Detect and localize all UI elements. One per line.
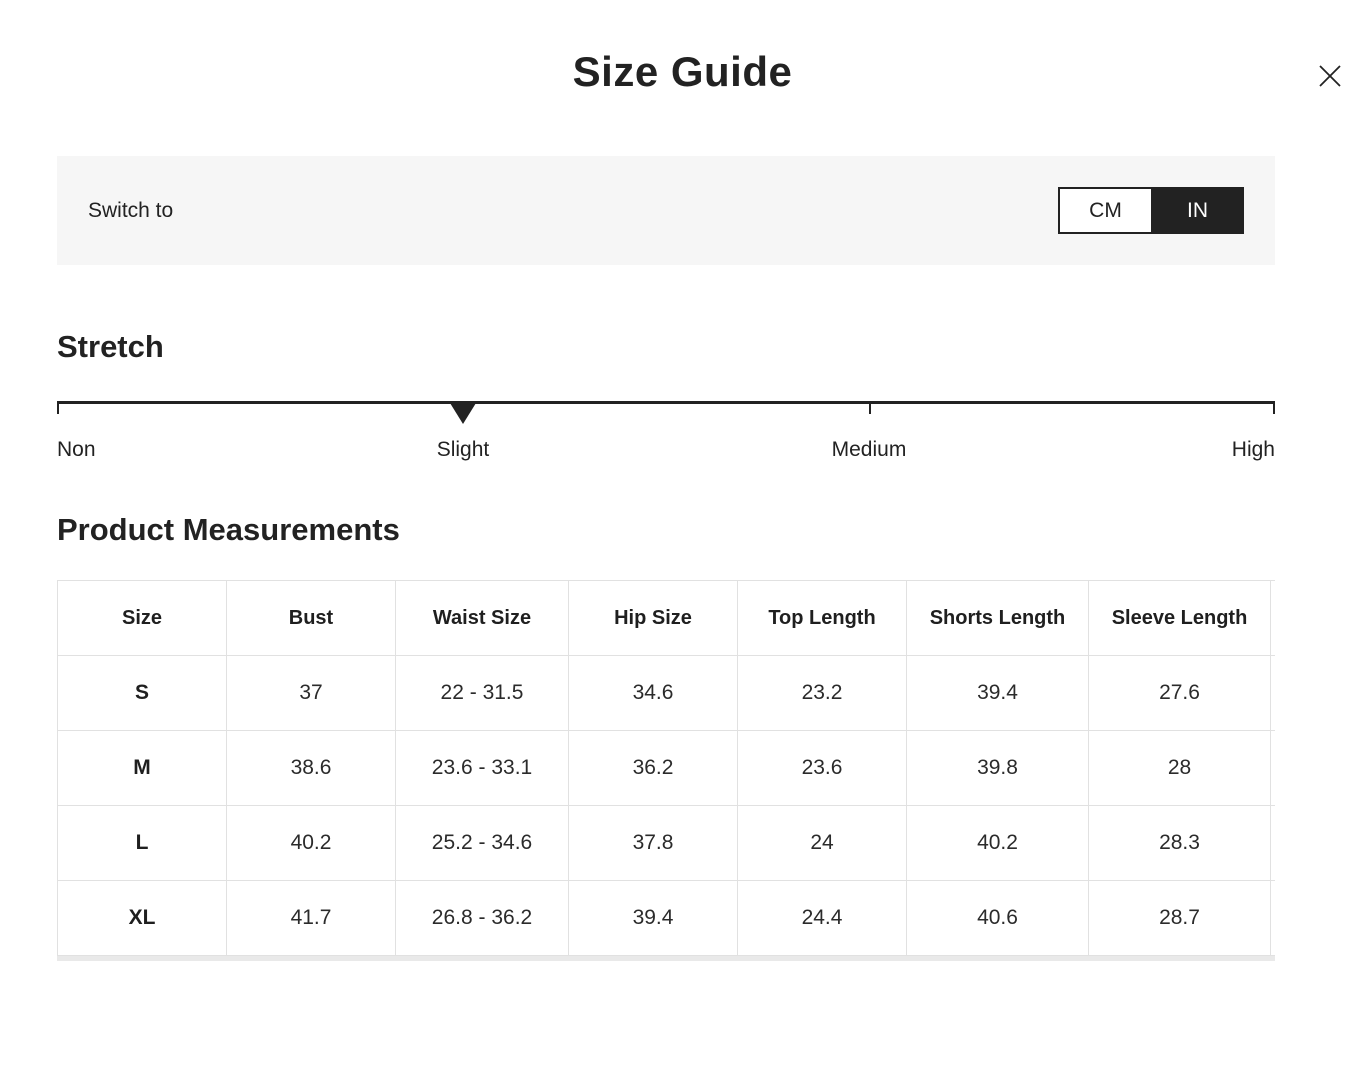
close-button[interactable] [1314,60,1346,92]
tick-non [57,401,59,414]
cell-clipped [1270,880,1275,956]
table-row-s: S 37 22 - 31.5 34.6 23.2 39.4 27.6 [57,655,1275,731]
cell-waist: 22 - 31.5 [395,655,569,731]
measurements-table: Size Bust Waist Size Hip Size Top Length… [57,580,1275,956]
col-header-sleeve-length: Sleeve Length [1088,580,1271,656]
cell-waist: 26.8 - 36.2 [395,880,569,956]
cell-top-length: 24.4 [737,880,907,956]
col-header-top-length: Top Length [737,580,907,656]
cell-shorts-length: 40.6 [906,880,1089,956]
tick-high [1273,401,1275,414]
cell-hip: 39.4 [568,880,738,956]
col-header-bust: Bust [226,580,396,656]
size-guide-modal: Size Guide Switch to CM IN Stretch Non S… [0,48,1365,961]
cell-bust: 41.7 [226,880,396,956]
cell-size: S [57,655,227,731]
table-row-m: M 38.6 23.6 - 33.1 36.2 23.6 39.8 28 [57,730,1275,806]
cm-button[interactable]: CM [1058,187,1153,234]
cell-size: L [57,805,227,881]
cell-top-length: 24 [737,805,907,881]
unit-toggle: CM IN [1058,187,1244,234]
tick-medium [868,401,871,414]
cell-shorts-length: 39.4 [906,655,1089,731]
table-header-row: Size Bust Waist Size Hip Size Top Length… [57,580,1275,656]
cell-sleeve-length: 28.3 [1088,805,1271,881]
table-horizontal-scrollbar[interactable] [57,956,1275,961]
table-row-l: L 40.2 25.2 - 34.6 37.8 24 40.2 28.3 [57,805,1275,881]
close-icon [1319,65,1341,87]
stretch-indicator-triangle-icon [449,403,476,424]
stretch-track [57,401,1275,404]
measurements-table-container: Size Bust Waist Size Hip Size Top Length… [57,580,1275,961]
table-row-xl: XL 41.7 26.8 - 36.2 39.4 24.4 40.6 28.7 [57,880,1275,956]
switch-to-label: Switch to [88,198,174,222]
stretch-level-non: Non [57,438,96,461]
cell-top-length: 23.6 [737,730,907,806]
cell-clipped [1270,805,1275,881]
cell-hip: 34.6 [568,655,738,731]
stretch-level-high: High [1231,438,1275,461]
stretch-level-slight: Slight [436,438,490,461]
cell-size: XL [57,880,227,956]
col-header-shorts-length: Shorts Length [906,580,1089,656]
modal-title: Size Guide [572,48,793,95]
cell-sleeve-length: 28 [1088,730,1271,806]
in-button[interactable]: IN [1153,187,1244,234]
cell-sleeve-length: 27.6 [1088,655,1271,731]
cell-clipped [1270,655,1275,731]
cell-bust: 38.6 [226,730,396,806]
cell-shorts-length: 40.2 [906,805,1089,881]
col-header-size: Size [57,580,227,656]
cell-waist: 25.2 - 34.6 [395,805,569,881]
unit-switch-bar: Switch to CM IN [57,156,1275,265]
cell-hip: 37.8 [568,805,738,881]
cell-top-length: 23.2 [737,655,907,731]
cell-shorts-length: 39.8 [906,730,1089,806]
product-measurements-heading: Product Measurements [57,512,400,547]
cell-bust: 40.2 [226,805,396,881]
stretch-heading: Stretch [57,329,164,364]
cell-clipped [1270,730,1275,806]
col-header-waist-size: Waist Size [395,580,569,656]
col-header-clipped [1270,580,1275,656]
cell-hip: 36.2 [568,730,738,806]
stretch-level-medium: Medium [831,438,907,461]
cell-size: M [57,730,227,806]
cell-waist: 23.6 - 33.1 [395,730,569,806]
stretch-scale: Non Slight Medium High [57,401,1275,496]
cell-bust: 37 [226,655,396,731]
col-header-hip-size: Hip Size [568,580,738,656]
cell-sleeve-length: 28.7 [1088,880,1271,956]
